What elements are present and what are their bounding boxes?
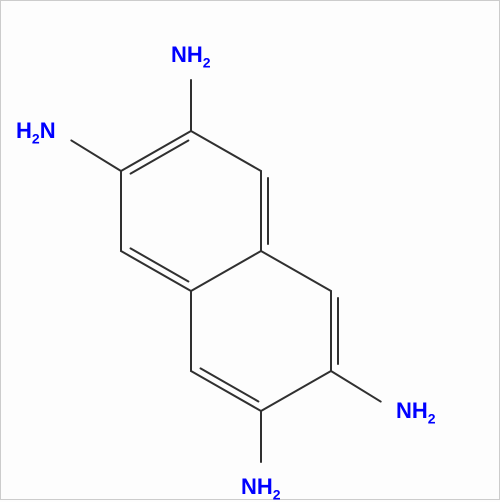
atom-label-n4: NH2 xyxy=(241,476,281,498)
bonds-layer xyxy=(1,1,500,501)
atom-label-n1: NH2 xyxy=(171,44,211,66)
atom-label-n3: NH2 xyxy=(396,400,436,422)
atom-label-n2: H2N xyxy=(16,120,56,142)
chemical-structure-diagram: NH2 H2N NH2 NH2 xyxy=(0,0,500,500)
